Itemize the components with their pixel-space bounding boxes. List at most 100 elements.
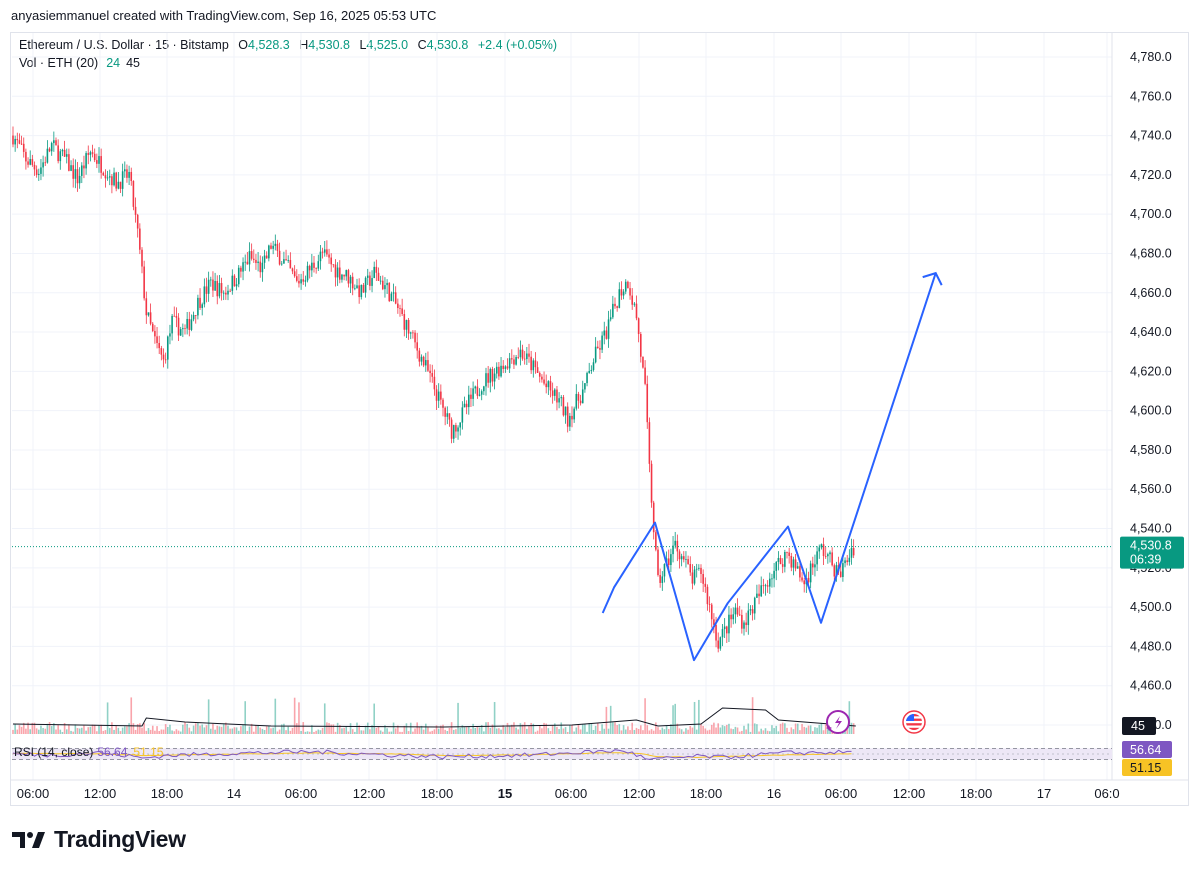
- candle-body: [751, 609, 754, 614]
- flash-icon[interactable]: [826, 710, 850, 734]
- candle-body: [330, 257, 332, 265]
- volume-bar: [418, 726, 421, 734]
- volume-bar: [618, 724, 621, 734]
- price-tick-label: 4,480.0: [1130, 639, 1172, 653]
- volume-bar: [315, 730, 317, 734]
- volume-bar: [556, 726, 558, 734]
- candle-body: [371, 278, 373, 286]
- candle-body: [425, 360, 427, 366]
- volume-bar: [278, 729, 281, 734]
- volume-bar: [167, 726, 169, 734]
- volume-bar: [388, 731, 391, 734]
- volume-bar: [369, 729, 371, 734]
- candle-body: [483, 386, 485, 392]
- time-tick-label: 12:00: [893, 786, 926, 801]
- volume-bar: [775, 725, 778, 734]
- volume-bar: [603, 728, 606, 734]
- candle-body: [108, 176, 111, 178]
- candle-body: [377, 272, 380, 281]
- volume-bar: [100, 724, 102, 734]
- volume-bar: [493, 702, 496, 734]
- low-label: L: [359, 38, 367, 52]
- volume-bar: [192, 725, 195, 734]
- candle-body: [506, 366, 509, 369]
- candle-body: [276, 243, 279, 251]
- volume-bar: [483, 731, 485, 734]
- volume-bar: [373, 703, 375, 734]
- volume-bar: [179, 731, 182, 734]
- candle-body: [504, 366, 507, 369]
- volume-bar: [136, 723, 139, 734]
- high-value: 4,530.8: [308, 38, 350, 52]
- volume-bar: [803, 726, 805, 734]
- volume-bar: [78, 728, 81, 734]
- tradingview-logo-icon: [12, 831, 45, 848]
- volume-bar: [777, 731, 780, 734]
- volume-bar: [265, 726, 268, 734]
- volume-bar: [233, 727, 236, 734]
- candle-body: [515, 357, 517, 365]
- volume-bar: [76, 728, 79, 734]
- candle-body: [842, 563, 844, 577]
- volume-bar: [207, 699, 210, 734]
- candle-body: [695, 568, 698, 570]
- volume-bar: [706, 730, 709, 734]
- volume-bar: [244, 701, 246, 734]
- volume-bar: [311, 725, 313, 734]
- candle-body: [65, 154, 68, 157]
- candle-body: [253, 258, 255, 260]
- volume-bar: [491, 724, 494, 734]
- volume-bar: [160, 729, 163, 734]
- volume-bar: [448, 727, 451, 734]
- volume-bar: [532, 723, 535, 734]
- time-tick-label: 12:00: [623, 786, 656, 801]
- candle-body: [317, 261, 320, 269]
- candle-body: [89, 152, 92, 155]
- candle-body: [809, 563, 812, 583]
- rsi-pane: [12, 748, 1112, 760]
- candle-body: [246, 261, 249, 265]
- volume-bar: [549, 731, 552, 734]
- volume-bar: [392, 722, 395, 734]
- candle-body: [517, 357, 520, 358]
- candle-body: [620, 289, 623, 296]
- zigzag-projection-drawing[interactable]: [601, 271, 943, 662]
- volume-bar: [16, 729, 19, 734]
- volume-bar: [409, 722, 412, 734]
- volume-bar: [734, 726, 737, 734]
- candle-body: [20, 143, 23, 145]
- volume-bar: [147, 728, 150, 734]
- candle-body: [218, 283, 221, 297]
- volume-bar: [470, 728, 472, 734]
- candle-body: [652, 502, 655, 533]
- volume-bar: [72, 731, 74, 734]
- volume-bar: [463, 726, 466, 734]
- volume-bar: [457, 702, 459, 734]
- time-axis[interactable]: 06:00 12:00 18:00 14 06:00 12:00 18:00 15 06:00 1…: [17, 786, 1120, 801]
- volume-bar: [560, 722, 563, 734]
- candle-body: [790, 555, 793, 568]
- candle-body: [257, 261, 259, 264]
- candle-body: [59, 151, 62, 162]
- volume-bar: [354, 731, 356, 734]
- volume-bar: [732, 729, 735, 734]
- volume-bars: [12, 697, 856, 734]
- price-axis[interactable]: 4,780.0 4,760.0 4,740.0 4,720.0 4,700.0 4,680…: [1130, 50, 1172, 732]
- us-flag-icon[interactable]: [902, 710, 926, 734]
- candle-body: [461, 407, 464, 423]
- volume-bar: [274, 698, 277, 734]
- candle-body: [85, 153, 87, 169]
- volume-bar: [736, 727, 739, 734]
- candle-body: [399, 308, 401, 309]
- volume-bar: [323, 703, 326, 734]
- candle-body: [416, 342, 418, 351]
- price-tick-label: 4,580.0: [1130, 443, 1172, 457]
- time-tick-label: 06:00: [285, 786, 318, 801]
- volume-bar: [519, 723, 522, 734]
- volume-bar: [676, 723, 679, 734]
- volume-bar: [571, 724, 573, 734]
- candle-body: [839, 571, 842, 577]
- candle-body: [807, 577, 810, 583]
- volume-bar: [283, 723, 285, 734]
